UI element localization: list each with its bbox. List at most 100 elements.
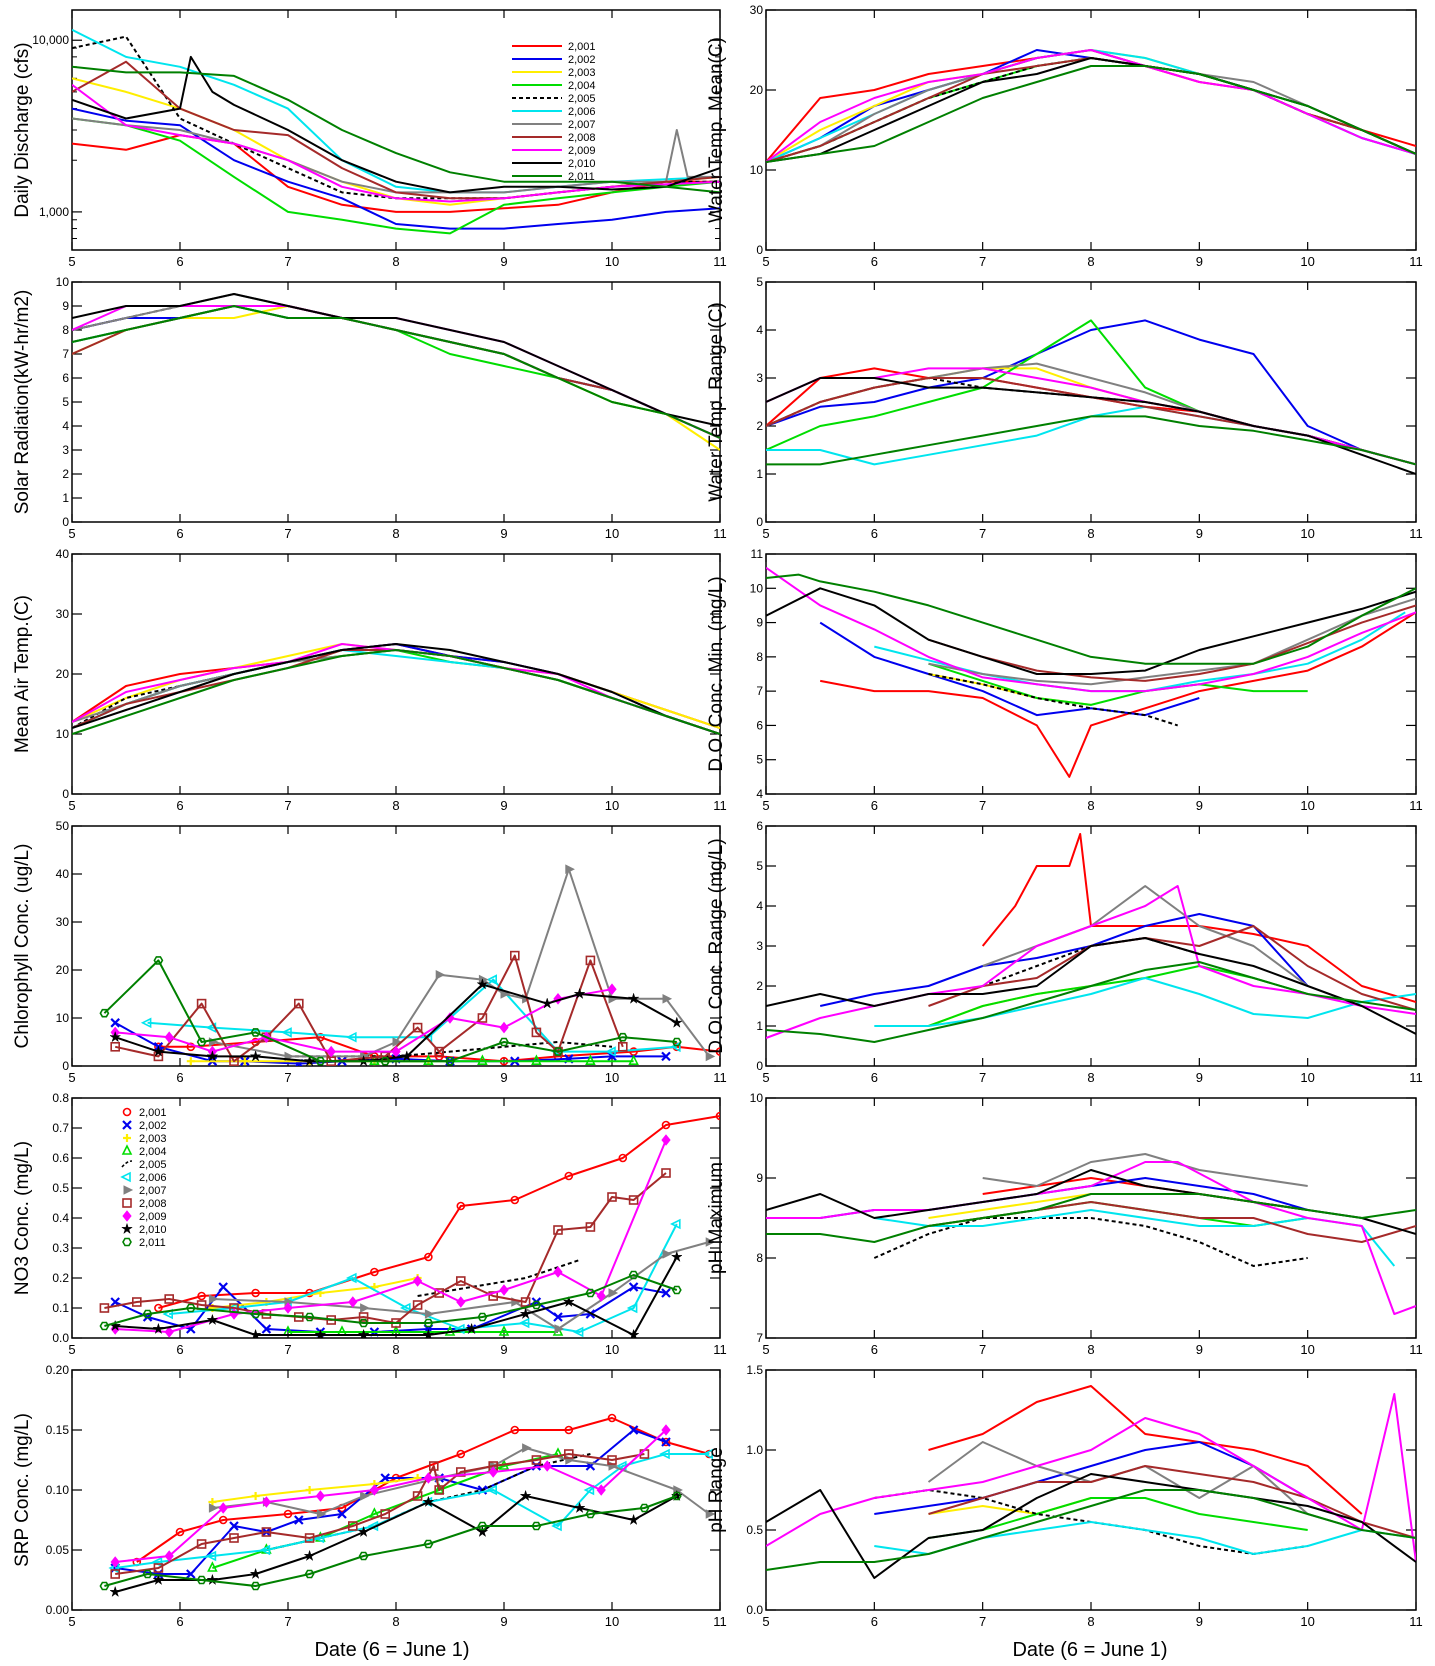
x-tick-label: 9 <box>500 1070 507 1085</box>
series-line-2004 <box>928 662 1308 706</box>
data-point <box>585 1054 596 1065</box>
series-line-2010 <box>766 1473 1416 1579</box>
legend-marker <box>122 1237 132 1247</box>
series-line-2010 <box>115 1256 678 1336</box>
y-axis-label: SRP Conc. (mg/L) <box>12 1413 33 1567</box>
x-tick-label: 9 <box>500 1342 507 1357</box>
data-point <box>499 1284 509 1296</box>
y-tick-label: 30 <box>56 607 70 621</box>
series-line-2010 <box>766 587 1416 675</box>
data-point <box>412 1022 423 1033</box>
y-tick-label: 10,000 <box>32 33 69 47</box>
x-tick-label: 8 <box>1087 1070 1094 1085</box>
y-tick-label: 9 <box>756 616 763 630</box>
data-point <box>196 1037 207 1047</box>
data-point <box>153 956 164 965</box>
data-point <box>627 992 640 1004</box>
series-line-2009 <box>766 1393 1416 1563</box>
x-tick-label: 10 <box>1300 798 1314 813</box>
data-point <box>218 1515 228 1525</box>
data-point <box>99 1321 110 1331</box>
data-point <box>175 1527 185 1537</box>
x-tick-label: 9 <box>500 1614 507 1629</box>
y-tick-label: 0.05 <box>46 1543 70 1557</box>
y-axis-label: NO3 Conc. (mg/L) <box>12 1141 33 1295</box>
data-point <box>152 1322 165 1335</box>
y-axis-label: pH Maximum <box>706 1162 727 1274</box>
panel-no3: 5 6 7 8 9 10 11 0.0 0.1 0.2 0.3 0.4 0.5 0.6 0.7 0.8 NO3 … <box>12 1091 727 1357</box>
x-tick-label: 10 <box>605 798 619 813</box>
data-point <box>283 1509 293 1519</box>
data-point <box>628 1195 639 1205</box>
x-tick-label: 6 <box>176 1614 183 1629</box>
y-tick-label: 0.20 <box>46 1363 70 1377</box>
data-point <box>705 1509 716 1519</box>
x-tick-label: 11 <box>713 1614 727 1629</box>
x-tick-label: 9 <box>1196 1614 1203 1629</box>
x-tick-label: 6 <box>871 1070 878 1085</box>
series-layer <box>72 643 720 735</box>
x-tick-label: 6 <box>871 1614 878 1629</box>
data-point <box>261 1324 272 1334</box>
data-point <box>261 1496 272 1508</box>
data-point <box>661 1437 671 1447</box>
data-point <box>531 1027 542 1038</box>
series-line-2006 <box>874 977 1416 1027</box>
data-point <box>142 1309 153 1319</box>
series-line-2011 <box>72 649 720 735</box>
data-point <box>360 1491 370 1501</box>
x-tick-label: 5 <box>762 526 769 541</box>
series-line-2008 <box>928 604 1416 682</box>
x-tick-label: 7 <box>284 526 291 541</box>
y-tick-label: 1 <box>756 467 763 481</box>
y-tick-label: 4 <box>756 323 763 337</box>
series-line-2009 <box>766 566 1416 693</box>
data-point <box>281 1027 292 1038</box>
legend-label: 2,008 <box>568 132 596 144</box>
y-tick-label: 6 <box>756 718 763 732</box>
data-point <box>218 1282 228 1292</box>
series-line-2001 <box>158 1115 720 1309</box>
data-point <box>661 1288 671 1298</box>
legend-label: 2,002 <box>139 1120 167 1132</box>
series-line-2001 <box>981 833 1416 1003</box>
data-point <box>249 1328 262 1338</box>
legend-marker <box>122 1198 132 1208</box>
data-point <box>423 1472 434 1484</box>
data-point <box>229 1521 239 1531</box>
data-point <box>412 1300 423 1310</box>
legend-label: 2,010 <box>568 158 596 170</box>
data-point <box>428 1461 439 1471</box>
x-tick-label: 5 <box>762 254 769 269</box>
x-tick-label: 11 <box>1409 526 1423 541</box>
legend-label: 2,005 <box>139 1159 167 1171</box>
data-point <box>152 1573 165 1586</box>
x-tick-label: 11 <box>1409 1342 1423 1357</box>
series-layer <box>766 49 1416 163</box>
y-tick-label: 3 <box>62 443 69 457</box>
data-point <box>607 1413 617 1423</box>
y-tick-label: 8 <box>756 1251 763 1265</box>
x-tick-label: 9 <box>500 254 507 269</box>
data-point <box>510 1425 520 1435</box>
panel-do_range: 5 6 7 8 9 10 11 0 1 2 3 4 5 6 D.O. Conc. Range (mg/L) <box>706 819 1423 1085</box>
series-line-2010 <box>766 937 1416 1035</box>
data-point <box>607 1192 617 1202</box>
data-point <box>251 1492 260 1500</box>
legend-label: 2,004 <box>568 80 596 92</box>
y-tick-label: 0.5 <box>746 1523 763 1537</box>
panel-srp: 5 6 7 8 9 10 11 0.00 0.05 0.10 0.15 0.20 SRP Conc. (… <box>12 1363 727 1629</box>
data-point <box>445 1056 455 1066</box>
data-point <box>671 1285 682 1295</box>
data-point <box>249 1050 262 1062</box>
data-point <box>369 1484 380 1496</box>
x-tick-label: 6 <box>176 1070 183 1085</box>
x-tick-label: 8 <box>392 254 399 269</box>
data-point <box>348 1296 358 1308</box>
data-point <box>455 1276 466 1286</box>
series-line-2005 <box>928 673 1179 727</box>
data-point <box>99 1303 110 1313</box>
series-line-2011 <box>766 573 1416 665</box>
y-tick-label: 0.0 <box>746 1603 763 1617</box>
